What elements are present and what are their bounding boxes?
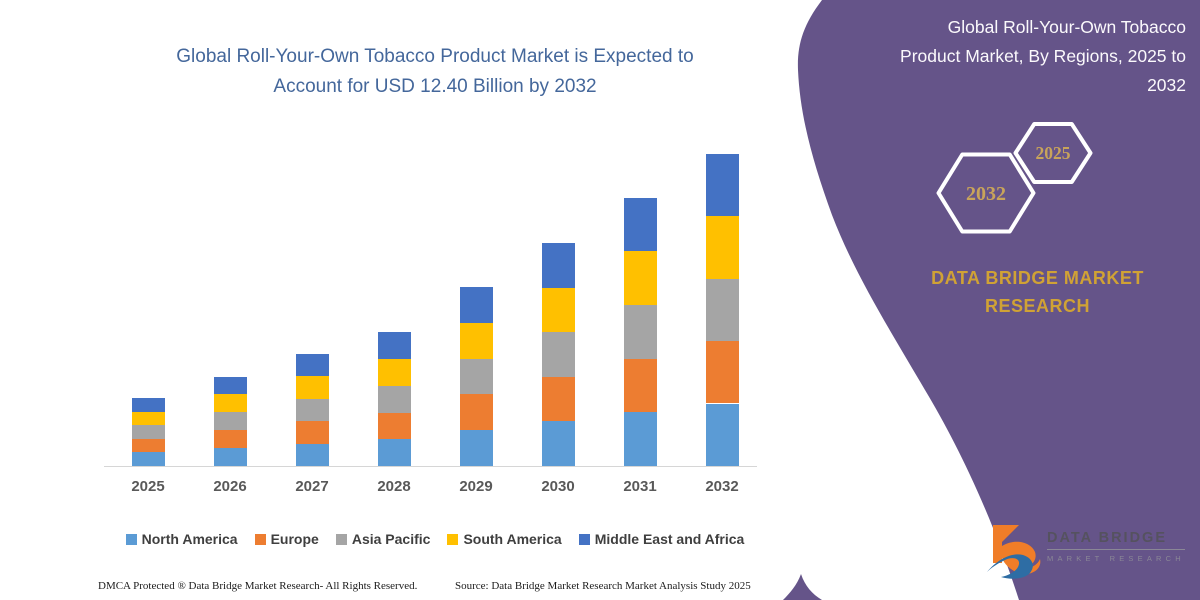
legend-swatch-south-america xyxy=(447,533,459,545)
x-label-2027: 2027 xyxy=(295,478,329,495)
logo-subname: MARKET RESEARCH xyxy=(1047,554,1185,563)
brand-heading: DATA BRIDGE MARKET RESEARCH xyxy=(931,268,1144,316)
bar-2027-south-america xyxy=(295,376,329,399)
bar-2028-asia-pacific xyxy=(377,385,411,413)
bar-2026-north-america xyxy=(213,448,247,466)
panel-title: Global Roll-Your-Own Tobacco Product Mar… xyxy=(900,17,1186,95)
bar-2025-north-america xyxy=(131,452,165,466)
legend-item-asia-pacific: Asia Pacific xyxy=(335,531,431,547)
bar-2025-south-america xyxy=(131,411,165,426)
legend-swatch-europe xyxy=(254,533,266,545)
chart-legend: North America Europe Asia Pacific South Ame… xyxy=(75,531,795,547)
x-axis-line xyxy=(104,466,757,467)
bar-2030-asia-pacific xyxy=(541,332,575,377)
data-bridge-logo-icon xyxy=(987,525,1041,579)
bar-2027-asia-pacific xyxy=(295,398,329,422)
bar-2030-north-america xyxy=(541,421,575,466)
bar-2032-asia-pacific xyxy=(705,278,739,341)
legend-item-europe: Europe xyxy=(254,531,319,547)
bar-2027-north-america xyxy=(295,443,329,466)
logo-name: DATA BRIDGE xyxy=(1047,530,1185,550)
bar-2025-middle-east-and-africa xyxy=(131,397,165,412)
bar-2029-north-america xyxy=(459,430,493,466)
legend-swatch-middle-east-and-africa xyxy=(578,533,590,545)
x-label-2025: 2025 xyxy=(131,478,165,495)
bar-2031-europe xyxy=(623,358,657,413)
bar-2028-europe xyxy=(377,412,411,440)
legend-item-south-america: South America xyxy=(447,531,562,547)
bar-2031-asia-pacific xyxy=(623,304,657,359)
bar-2032-europe xyxy=(705,341,739,404)
bar-2030-south-america xyxy=(541,287,575,333)
legend-swatch-north-america xyxy=(125,533,137,545)
hexagon-2032-label: 2032 xyxy=(966,183,1006,205)
bar-2026-south-america xyxy=(213,394,247,413)
x-label-2028: 2028 xyxy=(377,478,411,495)
bar-2031-south-america xyxy=(623,251,657,305)
legend-label: Asia Pacific xyxy=(351,531,431,547)
legend-label: North America xyxy=(141,531,238,547)
legend-label: Middle East and Africa xyxy=(594,531,745,547)
bar-2027-europe xyxy=(295,421,329,444)
source-note: Source: Data Bridge Market Research Mark… xyxy=(455,580,751,592)
stacked-bar-chart: 2025 2026 2027 2028 2029 2030 2031 2032 xyxy=(104,153,757,495)
data-bridge-logo-text: DATA BRIDGE MARKET RESEARCH xyxy=(1047,530,1185,563)
legend-label: Europe xyxy=(270,531,319,547)
legend-label: South America xyxy=(463,531,562,547)
bar-2026-middle-east-and-africa xyxy=(213,376,247,395)
bar-2026-asia-pacific xyxy=(213,412,247,431)
hexagon-2032 xyxy=(936,152,1036,234)
bar-2028-north-america xyxy=(377,439,411,466)
purple-ribbon-tip xyxy=(783,574,822,600)
dmca-notice: DMCA Protected ® Data Bridge Market Rese… xyxy=(98,580,418,592)
bar-2025-europe xyxy=(131,438,165,453)
legend-swatch-asia-pacific xyxy=(335,533,347,545)
x-label-2030: 2030 xyxy=(541,478,575,495)
bar-2029-asia-pacific xyxy=(459,358,493,395)
bar-2031-middle-east-and-africa xyxy=(623,197,657,252)
bar-2032-middle-east-and-africa xyxy=(705,153,739,216)
bar-2030-europe xyxy=(541,376,575,422)
bar-2026-europe xyxy=(213,430,247,449)
hexagon-2025 xyxy=(1013,122,1093,184)
bar-2025-asia-pacific xyxy=(131,425,165,439)
logo-flag-icon xyxy=(1002,525,1019,542)
x-label-2032: 2032 xyxy=(705,478,739,495)
logo-swoosh-icon xyxy=(987,554,1033,579)
bar-2032-north-america xyxy=(705,403,739,466)
bar-2031-north-america xyxy=(623,412,657,466)
bar-2029-middle-east-and-africa xyxy=(459,287,493,323)
bar-2027-middle-east-and-africa xyxy=(295,353,329,377)
legend-item-north-america: North America xyxy=(125,531,238,547)
x-label-2026: 2026 xyxy=(213,478,247,495)
x-label-2029: 2029 xyxy=(459,478,493,495)
hexagon-2025-label: 2025 xyxy=(1036,143,1071,163)
legend-item-middle-east-and-africa: Middle East and Africa xyxy=(578,531,745,547)
x-label-2031: 2031 xyxy=(623,478,657,495)
logo-stem-icon xyxy=(993,525,1002,563)
chart-title: Global Roll-Your-Own Tobacco Product Mar… xyxy=(176,46,694,97)
bar-2030-middle-east-and-africa xyxy=(541,242,575,288)
purple-panel-main xyxy=(797,0,1200,600)
bar-2029-south-america xyxy=(459,322,493,359)
bar-2028-south-america xyxy=(377,359,411,386)
bar-2028-middle-east-and-africa xyxy=(377,332,411,360)
bar-2032-south-america xyxy=(705,216,739,279)
bar-2029-europe xyxy=(459,394,493,431)
